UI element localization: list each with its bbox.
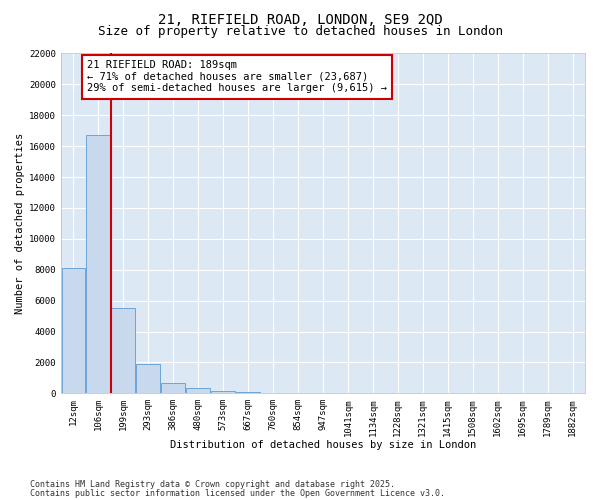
Bar <box>86 136 110 394</box>
Bar <box>211 390 235 394</box>
Bar <box>112 308 135 394</box>
Bar <box>236 392 260 394</box>
Bar <box>136 364 160 394</box>
Text: Contains HM Land Registry data © Crown copyright and database right 2025.: Contains HM Land Registry data © Crown c… <box>30 480 395 489</box>
Bar <box>161 384 185 394</box>
Y-axis label: Number of detached properties: Number of detached properties <box>15 133 25 314</box>
Bar <box>187 388 210 394</box>
Text: 21 RIEFIELD ROAD: 189sqm
← 71% of detached houses are smaller (23,687)
29% of se: 21 RIEFIELD ROAD: 189sqm ← 71% of detach… <box>87 60 387 94</box>
Text: 21, RIEFIELD ROAD, LONDON, SE9 2QD: 21, RIEFIELD ROAD, LONDON, SE9 2QD <box>158 12 442 26</box>
X-axis label: Distribution of detached houses by size in London: Distribution of detached houses by size … <box>170 440 476 450</box>
Text: Size of property relative to detached houses in London: Size of property relative to detached ho… <box>97 25 503 38</box>
Text: Contains public sector information licensed under the Open Government Licence v3: Contains public sector information licen… <box>30 488 445 498</box>
Bar <box>62 268 85 394</box>
Bar <box>261 392 285 394</box>
